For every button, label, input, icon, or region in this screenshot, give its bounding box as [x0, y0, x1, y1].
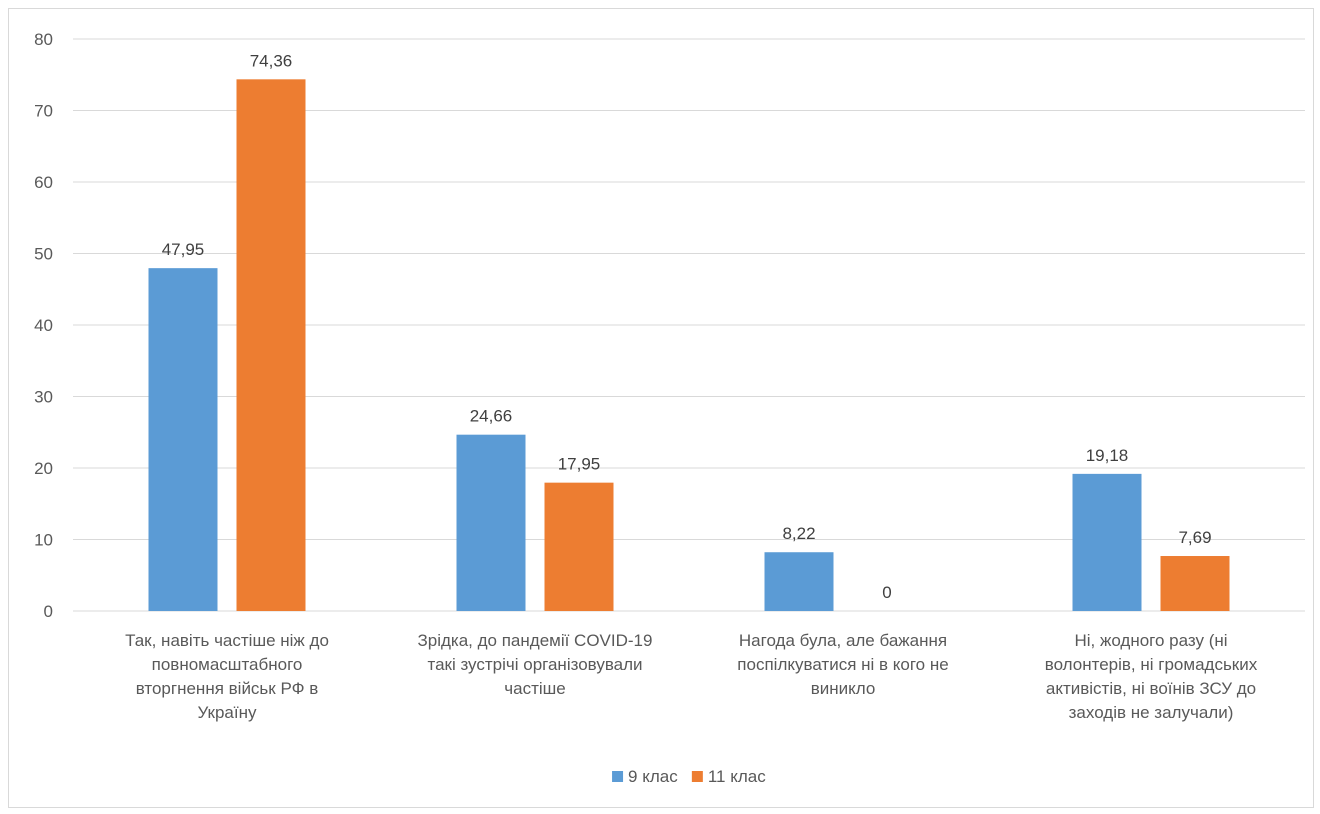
bar [236, 79, 306, 612]
y-tick-label: 80 [34, 30, 53, 49]
y-tick-label: 20 [34, 459, 53, 478]
legend-label: 11 клас [708, 767, 766, 786]
y-tick-label: 10 [34, 531, 53, 550]
category-label: заходів не залучали) [1069, 703, 1234, 722]
bar [1072, 473, 1142, 611]
bar [1160, 556, 1230, 611]
category-label: активістів, ні воїнів ЗСУ до [1046, 679, 1256, 698]
data-label: 17,95 [558, 455, 601, 474]
data-label: 0 [882, 583, 891, 602]
category-label: повномасштабного [152, 655, 303, 674]
category-label: поспілкуватися ні в кого не [737, 655, 948, 674]
category-label: такі зустрічі організовували [427, 655, 642, 674]
data-label: 8,22 [782, 524, 815, 543]
chart-frame: 0 10 20 30 40 50 60 70 80 47,95 74,36 Так, навіть ч… [8, 8, 1314, 808]
bar [456, 434, 526, 611]
category-label: Так, навіть частіше ніж до [125, 631, 329, 650]
category-label: Україну [198, 703, 257, 722]
y-tick-label: 70 [34, 102, 53, 121]
data-label: 47,95 [162, 240, 205, 259]
y-tick-label: 60 [34, 173, 53, 192]
data-label: 24,66 [470, 407, 513, 426]
bar [148, 268, 218, 611]
y-tick-label: 0 [44, 602, 53, 621]
y-tick-label: 50 [34, 245, 53, 264]
category-label: Нагода була, але бажання [739, 631, 947, 650]
legend-swatch [612, 771, 624, 782]
legend-label: 9 клас [628, 767, 678, 786]
bar [544, 482, 614, 611]
y-tick-label: 40 [34, 316, 53, 335]
data-label: 74,36 [250, 51, 293, 70]
category-label: Ні, жодного разу (ні [1074, 631, 1227, 650]
category-label: Зрідка, до пандемії COVID-19 [418, 631, 653, 650]
category-label: виникло [811, 679, 876, 698]
bar [764, 552, 834, 611]
legend-swatch [691, 771, 703, 782]
y-tick-label: 30 [34, 388, 53, 407]
category-label: волонтерів, ні громадських [1045, 655, 1258, 674]
bar-chart: 0 10 20 30 40 50 60 70 80 47,95 74,36 Так, навіть ч… [34, 30, 1305, 786]
category-label: частіше [504, 679, 565, 698]
data-label: 7,69 [1178, 528, 1211, 547]
data-label: 19,18 [1086, 446, 1129, 465]
category-label: вторгнення військ РФ в [136, 679, 319, 698]
